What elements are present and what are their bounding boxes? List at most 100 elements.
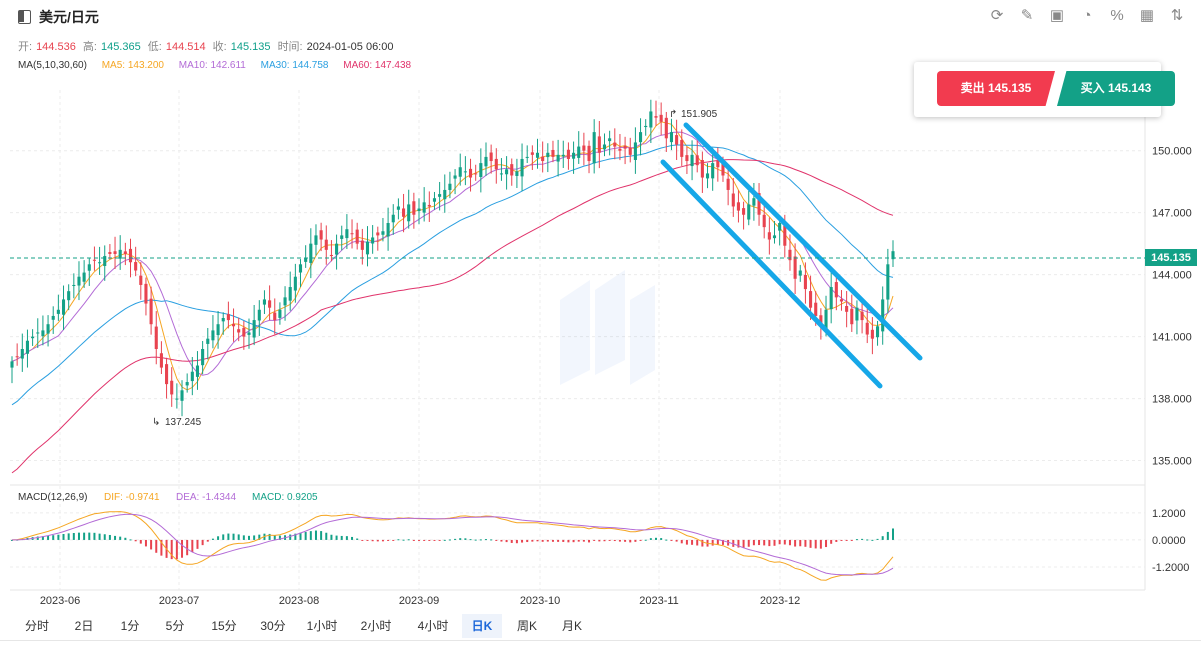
low-value: 144.514	[165, 41, 206, 53]
candle-body	[510, 164, 514, 176]
candle-body	[783, 225, 787, 246]
candle-body	[412, 201, 416, 215]
macd-bar	[763, 539, 766, 546]
candle-body	[247, 332, 251, 335]
draw-icon[interactable]: ✎	[1020, 7, 1034, 24]
candle	[61, 285, 66, 331]
compare-icon[interactable]: ⇅	[1170, 7, 1184, 24]
candle-body	[695, 155, 699, 166]
candle-body	[680, 139, 684, 157]
period-tab[interactable]: 30分	[260, 619, 286, 633]
macd-bar	[649, 538, 652, 540]
macd-bar	[129, 539, 132, 541]
open-label: 开:	[18, 41, 33, 53]
macd-bar	[124, 537, 127, 540]
pie-icon[interactable]: ◔	[1082, 7, 1092, 24]
macd-bar	[103, 534, 106, 540]
candle-body	[747, 204, 751, 220]
candle-body	[252, 320, 256, 338]
candle-body	[206, 338, 210, 344]
candle	[417, 198, 421, 225]
grid-icon[interactable]: ▦	[1139, 7, 1155, 24]
macd-bar	[732, 539, 735, 547]
macd-bar	[454, 538, 457, 540]
macd-bar	[371, 539, 374, 542]
sidebar-toggle-icon[interactable]	[18, 10, 31, 24]
ma5-value: MA5: 143.200	[101, 60, 164, 71]
buy-button[interactable]: 买入 145.143	[1057, 71, 1175, 106]
candle-body	[350, 233, 354, 235]
candle	[77, 261, 81, 301]
macd-tick-label: 1.2000	[1152, 508, 1186, 520]
macd-bar	[366, 539, 369, 541]
candle-body	[149, 298, 153, 325]
period-tab[interactable]: 日K	[462, 614, 502, 638]
candle	[56, 294, 60, 321]
candle	[335, 234, 339, 270]
candle-body	[170, 380, 174, 395]
macd-bar	[423, 539, 426, 541]
candle	[561, 140, 565, 168]
screenshot-icon[interactable]: ▣	[1049, 7, 1065, 24]
percent-icon[interactable]: %	[1110, 7, 1124, 24]
period-tab[interactable]: 2日	[74, 619, 94, 633]
period-tab[interactable]: 2小时	[360, 619, 392, 633]
time-tick-label: 2023-09	[399, 595, 439, 607]
sell-button[interactable]: 卖出 145.135	[937, 71, 1055, 106]
candle	[664, 111, 668, 152]
macd-tick-label: 0.0000	[1152, 535, 1186, 547]
candle-body	[417, 208, 421, 212]
period-tab[interactable]: 周K	[516, 619, 537, 633]
period-tab[interactable]: 1小时	[306, 619, 338, 633]
macd-bar	[608, 539, 611, 541]
candle-body	[422, 202, 426, 213]
close-label: 收:	[212, 41, 227, 53]
macd-bar	[484, 539, 487, 541]
macd-bar	[855, 539, 858, 541]
candle	[92, 246, 96, 271]
candle	[360, 228, 364, 265]
period-tab[interactable]: 分时	[24, 619, 49, 633]
candle	[602, 133, 607, 157]
period-tab[interactable]: 15分	[211, 619, 237, 633]
refresh-icon[interactable]: ⟳	[990, 7, 1004, 24]
candle-body	[92, 259, 96, 261]
symbol-title: 美元/日元	[39, 9, 99, 25]
macd-bar	[175, 539, 178, 560]
candle-body	[474, 173, 478, 175]
candle-body	[237, 329, 241, 333]
macd-bar	[861, 538, 864, 540]
candle-body	[309, 243, 313, 263]
period-tab[interactable]: 月K	[561, 619, 582, 633]
macd-bar	[546, 539, 549, 542]
dea-line	[12, 513, 894, 576]
ma30-line	[11, 144, 894, 406]
macd-bar	[278, 535, 281, 540]
macd-bar	[217, 536, 220, 540]
candle	[340, 225, 344, 251]
candle	[118, 235, 122, 270]
candle	[134, 246, 138, 277]
macd-bar	[613, 539, 616, 542]
candle	[700, 151, 704, 193]
candle	[505, 156, 509, 190]
candle	[108, 244, 112, 260]
macd-bar	[36, 536, 39, 540]
period-tab[interactable]: 5分	[165, 619, 185, 633]
macd-bar	[866, 539, 869, 541]
macd-bar	[41, 536, 44, 540]
candle-body	[649, 111, 653, 128]
macd-bar	[825, 539, 828, 548]
candle-body	[438, 194, 442, 197]
candle-body	[499, 173, 503, 175]
candle	[422, 187, 426, 222]
candle	[711, 147, 715, 191]
candle	[767, 217, 771, 255]
macd-bar	[505, 539, 508, 543]
candle-body	[623, 145, 627, 149]
price-tick-label: 135.000	[1152, 456, 1192, 468]
candle	[582, 132, 586, 166]
period-tab[interactable]: 4小时	[417, 619, 449, 633]
period-tab[interactable]: 1分	[120, 619, 140, 633]
macd-bar	[201, 539, 204, 546]
